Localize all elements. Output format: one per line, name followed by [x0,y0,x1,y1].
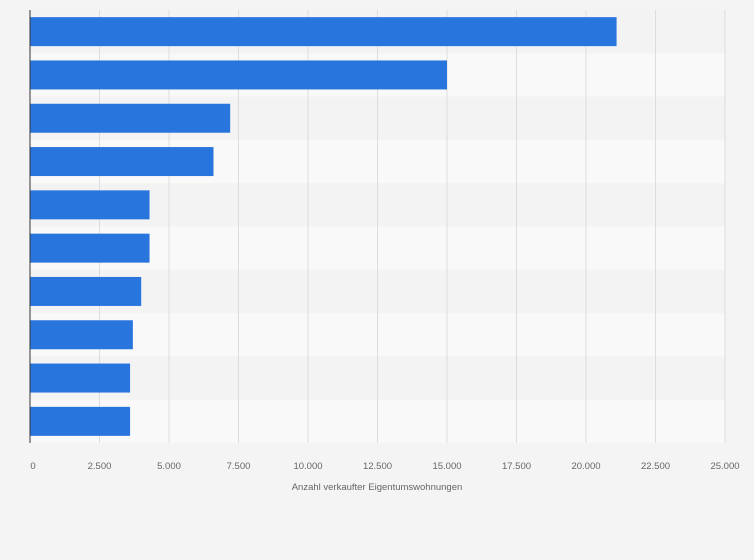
x-tick-label: 25.000 [710,461,739,472]
x-tick-label: 0 [30,461,35,472]
bar[interactable] [30,190,150,220]
x-tick-label: 17.500 [502,461,531,472]
x-tick-label: 15.000 [432,461,461,472]
bar[interactable] [30,320,133,350]
bar[interactable] [30,406,131,436]
x-tick-label: 10.000 [293,461,322,472]
bar[interactable] [30,233,150,263]
x-tick-label: 2.500 [88,461,112,472]
bar[interactable] [30,103,231,133]
bar[interactable] [30,60,447,90]
bar[interactable] [30,147,214,177]
x-tick-label: 22.500 [641,461,670,472]
x-tick-label: 20.000 [571,461,600,472]
x-axis-ticks: 0 2.500 5.000 7.500 10.000 12.500 15.000 17.500… [30,461,739,472]
bars [30,17,617,436]
x-axis-title: Anzahl verkaufter Eigentumswohnungen [292,482,463,493]
x-tick-label: 5.000 [157,461,181,472]
bar[interactable] [30,276,142,306]
x-tick-label: 12.500 [363,461,392,472]
bar[interactable] [30,363,131,393]
x-tick-label: 7.500 [227,461,251,472]
bar[interactable] [30,17,617,47]
